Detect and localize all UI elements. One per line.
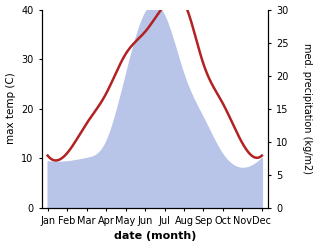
Y-axis label: med. precipitation (kg/m2): med. precipitation (kg/m2) [302, 43, 313, 174]
X-axis label: date (month): date (month) [114, 231, 196, 242]
Y-axis label: max temp (C): max temp (C) [5, 73, 16, 144]
